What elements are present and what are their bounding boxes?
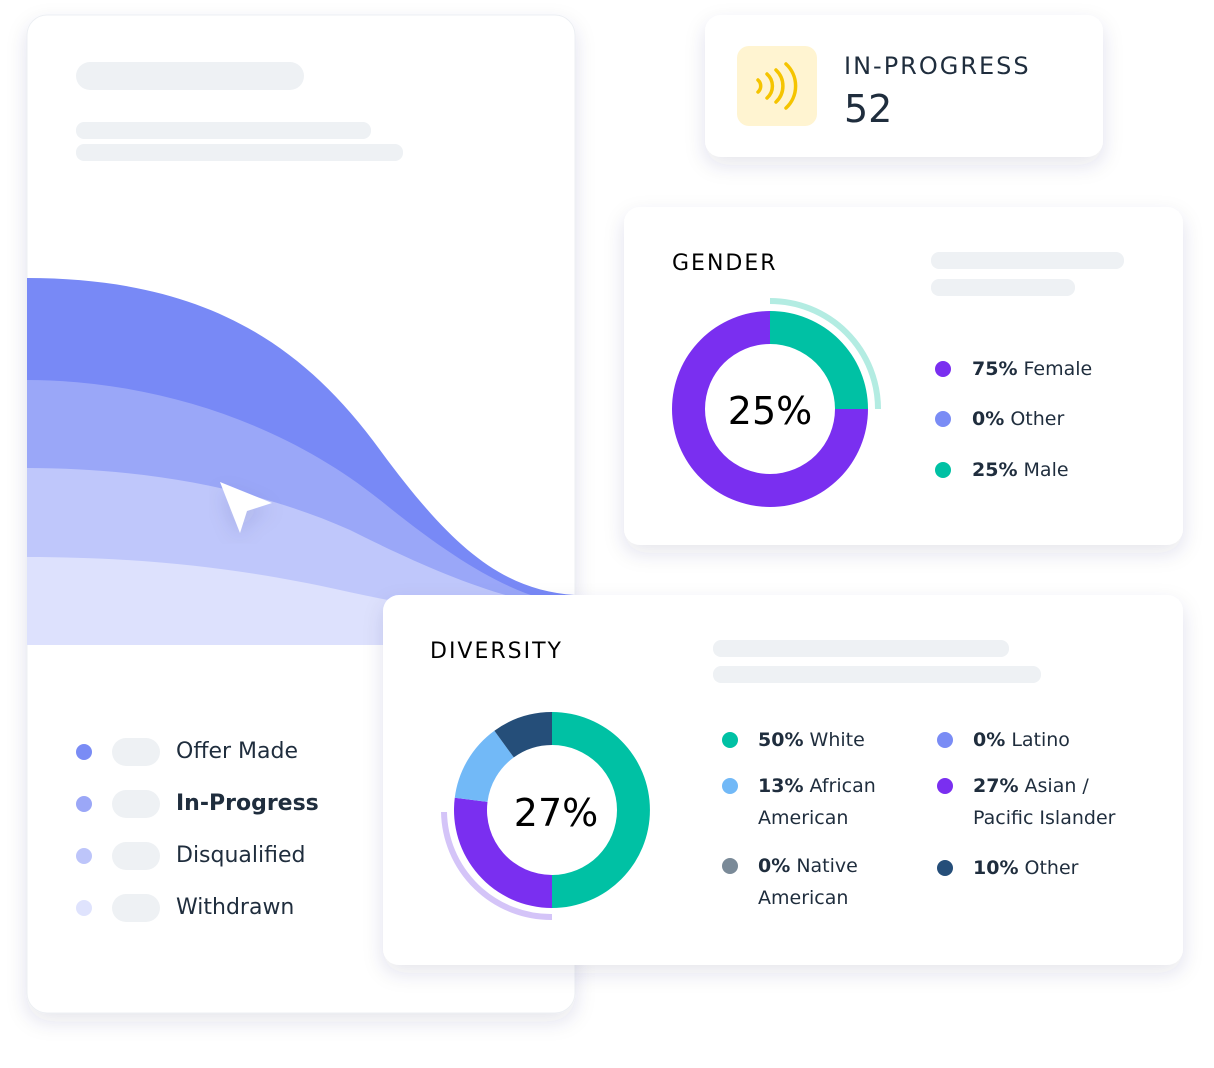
legend-item: 13% African American — [758, 770, 898, 834]
legend-dot — [76, 796, 92, 812]
center-label: 27% — [514, 791, 598, 835]
legend-dot — [722, 732, 738, 748]
highlight-arc — [441, 811, 553, 921]
status-icon — [737, 46, 817, 126]
legend-label: Withdrawn — [176, 895, 295, 920]
legend-label: Offer Made — [176, 739, 299, 764]
legend-pill — [112, 842, 160, 870]
donut-segment — [672, 311, 868, 507]
legend-name: White — [809, 729, 865, 751]
placeholder — [76, 144, 403, 161]
chart-title: DIVERSITY — [430, 639, 563, 664]
highlight-arc — [769, 298, 881, 410]
legend-value: 0% — [973, 729, 1006, 751]
legend-item: 25% Male — [972, 454, 1172, 486]
legend-dot — [937, 732, 953, 748]
placeholder — [76, 62, 304, 90]
legend-pill — [112, 894, 160, 922]
legend-value: 13% — [758, 775, 804, 797]
legend-pill — [112, 738, 160, 766]
legend-dot — [76, 744, 92, 760]
legend-dot — [935, 411, 951, 427]
legend-value: 27% — [973, 775, 1019, 797]
chart-title: GENDER — [672, 251, 778, 276]
legend-name: Other — [1024, 857, 1079, 879]
legend-dot — [76, 848, 92, 864]
status-value: 52 — [844, 87, 892, 131]
legend-item: 10% Other — [973, 852, 1133, 884]
legend-dot — [937, 778, 953, 794]
placeholder — [931, 252, 1124, 269]
legend-dot — [935, 361, 951, 377]
legend-name: Latino — [1011, 729, 1070, 751]
legend-name: Native American — [758, 855, 858, 909]
legend-label: In-Progress — [176, 791, 319, 816]
legend-dot — [722, 858, 738, 874]
signal-icon — [756, 62, 798, 110]
legend-name: Male — [1023, 459, 1069, 481]
legend-item: 27% Asian / Pacific Islander — [973, 770, 1133, 834]
legend-label: Disqualified — [176, 843, 306, 868]
cursor — [220, 482, 272, 533]
legend-pill — [112, 790, 160, 818]
legend-value: 0% — [972, 408, 1005, 430]
legend-name: Asian / Pacific Islander — [973, 775, 1116, 829]
donut-segment — [494, 712, 552, 758]
placeholder — [713, 640, 1009, 657]
legend-value: 50% — [758, 729, 804, 751]
legend-dot — [76, 900, 92, 916]
legend-name: Other — [1010, 408, 1065, 430]
legend-dot — [937, 860, 953, 876]
legend-item: 0% Latino — [973, 724, 1133, 756]
donut-segment — [552, 712, 650, 908]
center-label: 25% — [728, 389, 812, 433]
placeholder — [931, 279, 1075, 296]
donut — [672, 311, 868, 507]
legend-value: 75% — [972, 358, 1018, 380]
legend-item: 0% Other — [972, 403, 1172, 435]
legend-item: 50% White — [758, 724, 908, 756]
legend-dot — [935, 462, 951, 478]
legend-value: 25% — [972, 459, 1018, 481]
donut-segment — [454, 730, 514, 802]
legend-name: Female — [1023, 358, 1093, 380]
waves — [27, 278, 575, 645]
legend-name: African American — [758, 775, 876, 829]
legend-dot — [722, 778, 738, 794]
legend-item: 0% Native American — [758, 850, 898, 914]
placeholder — [76, 122, 371, 139]
status-label: IN-PROGRESS — [844, 52, 1031, 80]
donut — [454, 712, 650, 908]
donut-segment — [454, 797, 552, 908]
donut-segment — [770, 311, 868, 409]
legend-item: 75% Female — [972, 353, 1172, 385]
placeholder — [713, 666, 1041, 683]
legend-value: 0% — [758, 855, 791, 877]
legend-value: 10% — [973, 857, 1019, 879]
